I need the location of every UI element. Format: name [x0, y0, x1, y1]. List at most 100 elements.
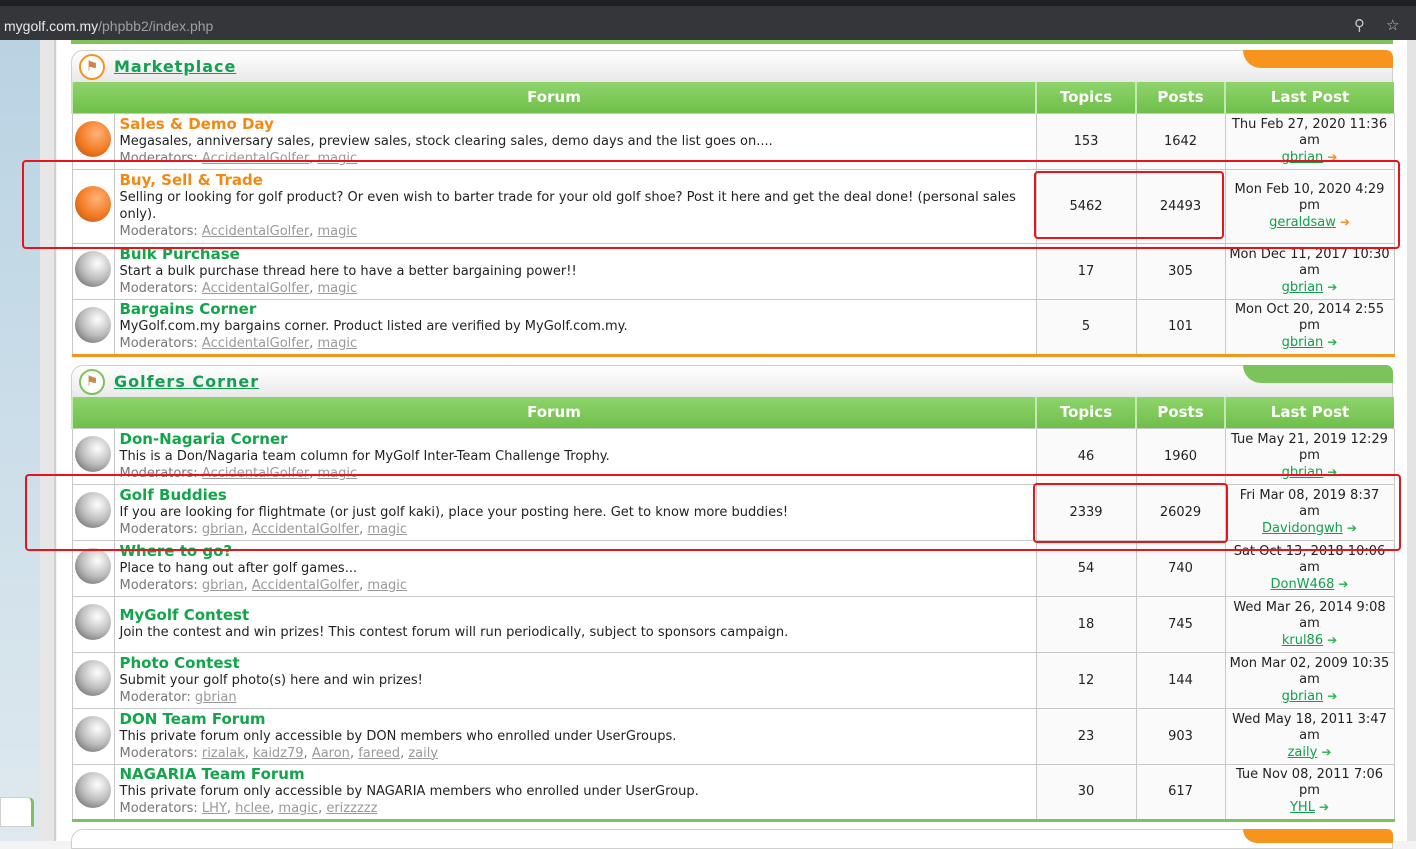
moderator-link[interactable]: magic: [317, 336, 358, 351]
gray-golf-ball-icon: [75, 660, 111, 696]
go-to-last-post-arrow-icon[interactable]: ➔: [1346, 520, 1357, 535]
moderator-link[interactable]: kaidz79: [253, 745, 304, 761]
last-post-user-link[interactable]: Davidongwh: [1262, 520, 1343, 536]
go-to-last-post-arrow-icon[interactable]: ➔: [1318, 800, 1330, 814]
forum-description: Start a bulk purchase thread here to hav…: [119, 263, 577, 279]
moderator-link[interactable]: AccidentalGolfer: [251, 521, 360, 537]
moderator-link[interactable]: AccidentalGolfer: [201, 465, 310, 481]
last-post-user-link[interactable]: geraldsaw: [1269, 214, 1336, 230]
moderator-link[interactable]: magic: [317, 465, 358, 481]
topics-count: 2339: [1035, 483, 1137, 541]
url-text[interactable]: mygolf.com.my/phpbb2/index.php: [4, 18, 214, 34]
go-to-last-post-arrow-icon[interactable]: ➔: [1339, 214, 1350, 229]
forum-status-cell: [71, 298, 115, 356]
last-post-cell: Tue Nov 08, 2011 7:06 pm YHL ➔: [1224, 763, 1395, 821]
last-post-user-link[interactable]: gbrian: [1281, 688, 1324, 704]
moderator-link[interactable]: magic: [367, 577, 408, 593]
last-post-user-link[interactable]: gbrian: [1281, 335, 1324, 350]
moderator-link[interactable]: gbrian: [194, 689, 237, 705]
category-title[interactable]: Golfers Corner: [114, 372, 260, 391]
forum-title-link[interactable]: Bargains Corner: [119, 300, 257, 318]
forum-title-link[interactable]: Bulk Purchase: [119, 244, 240, 263]
scrollbar[interactable]: [1407, 40, 1416, 841]
moderator-link[interactable]: magic: [367, 521, 408, 537]
go-to-last-post-arrow-icon[interactable]: ➔: [1327, 632, 1338, 647]
last-post-ampm: am: [1299, 503, 1320, 519]
forum-description: MyGolf.com.my bargains corner. Product l…: [119, 319, 628, 334]
go-to-last-post-arrow-icon[interactable]: ➔: [1327, 149, 1338, 164]
forum-table: Forum Topics Posts Last Post Don-Nagaria Co…: [71, 397, 1395, 822]
go-to-last-post-arrow-icon[interactable]: ➔: [1327, 688, 1338, 703]
forum-table: Forum Topics Posts Last Post Sales & Demo D…: [71, 82, 1395, 357]
moderator-link[interactable]: magic: [278, 801, 319, 816]
forum-status-cell: [71, 763, 115, 821]
topics-count: 23: [1035, 707, 1137, 765]
last-post-date: Wed May 18, 2011 3:47: [1232, 711, 1387, 727]
header-forum: Forum: [71, 82, 1036, 113]
moderator-link[interactable]: AccidentalGolfer: [201, 224, 310, 239]
moderator-link[interactable]: rizalak: [201, 745, 245, 761]
forum-info-cell: Photo Contest Submit your golf photo(s) …: [113, 651, 1037, 709]
last-post-user-link[interactable]: zaily: [1287, 744, 1318, 760]
forum-title-link[interactable]: MyGolf Contest: [119, 606, 250, 624]
gray-golf-ball-icon: [75, 771, 111, 808]
last-post-cell: Mon Feb 10, 2020 4:29 pm geraldsaw ➔: [1224, 168, 1395, 244]
go-to-last-post-arrow-icon[interactable]: ➔: [1327, 279, 1338, 294]
bookmark-star-icon[interactable]: ☆: [1386, 16, 1400, 34]
posts-count: 101: [1135, 298, 1226, 356]
go-to-last-post-arrow-icon[interactable]: ➔: [1338, 576, 1349, 591]
forum-title-link[interactable]: NAGARIA Team Forum: [119, 765, 305, 783]
annotation-box: [1034, 171, 1224, 239]
last-post-ampm: am: [1299, 559, 1320, 575]
last-post-date: Tue Nov 08, 2011 7:06: [1235, 767, 1384, 782]
moderator-link[interactable]: magic: [317, 280, 358, 296]
forum-title-link[interactable]: Golf Buddies: [119, 485, 227, 504]
forum-title-link[interactable]: Don-Nagaria Corner: [119, 429, 288, 448]
last-post-ampm: pm: [1299, 197, 1320, 213]
last-post-ampm: pm: [1299, 783, 1320, 798]
moderator-link[interactable]: AccidentalGolfer: [201, 336, 310, 351]
moderator-link[interactable]: magic: [317, 224, 358, 239]
last-post-date: Thu Feb 27, 2020 11:36: [1231, 116, 1388, 132]
zoom-icon[interactable]: ⚲: [1354, 16, 1365, 34]
go-to-last-post-arrow-icon[interactable]: ➔: [1327, 335, 1338, 349]
moderator-link[interactable]: erizzzzz: [326, 801, 378, 816]
last-post-user-link[interactable]: gbrian: [1281, 279, 1324, 295]
gray-golf-ball-icon: [75, 492, 111, 528]
moderator-link[interactable]: gbrian: [201, 577, 244, 593]
forum-title-link[interactable]: DON Team Forum: [119, 709, 266, 728]
forum-row: Bulk Purchase Start a bulk purchase thre…: [71, 242, 1395, 300]
category-title[interactable]: Marketplace: [114, 57, 237, 76]
forum-status-cell: [71, 427, 115, 485]
moderator-link[interactable]: fareed: [358, 745, 401, 761]
moderator-link[interactable]: zaily: [408, 745, 439, 761]
last-post-cell: Fri Mar 08, 2019 8:37 am Davidongwh ➔: [1224, 483, 1395, 541]
last-post-cell: Mon Mar 02, 2009 10:35 am gbrian ➔: [1224, 651, 1395, 709]
moderator-link[interactable]: gbrian: [201, 521, 244, 537]
last-post-date: Wed Mar 26, 2014 9:08: [1233, 599, 1386, 615]
moderator-link[interactable]: LHY: [201, 801, 227, 816]
posts-count: 26029: [1135, 483, 1226, 541]
moderator-link[interactable]: Aaron: [311, 745, 350, 761]
moderator-link[interactable]: AccidentalGolfer: [201, 280, 310, 296]
topics-count: 18: [1035, 595, 1137, 653]
forum-title-link[interactable]: Photo Contest: [119, 653, 240, 672]
orange-golf-ball-icon: [75, 121, 111, 157]
browser-address-bar[interactable]: mygolf.com.my/phpbb2/index.php ⚲ ☆: [0, 0, 1416, 40]
last-post-user-link[interactable]: YHL: [1289, 800, 1315, 815]
moderators: Moderator: gbrian: [119, 689, 237, 705]
last-post-user-link[interactable]: DonW468: [1270, 576, 1335, 592]
forum-row: Bargains Corner MyGolf.com.my bargains c…: [71, 298, 1395, 356]
forum-title-link[interactable]: Buy, Sell & Trade: [119, 171, 263, 189]
last-post-user-link[interactable]: krul86: [1281, 632, 1324, 648]
forum-row: Buy, Sell & Trade Selling or looking for…: [71, 168, 1395, 244]
moderators: Moderators: AccidentalGolfer, magic: [119, 336, 358, 351]
moderator-link[interactable]: AccidentalGolfer: [251, 577, 360, 593]
go-to-last-post-arrow-icon[interactable]: ➔: [1321, 744, 1332, 759]
last-post-date: Fri Mar 08, 2019 8:37: [1239, 487, 1380, 503]
moderator-link[interactable]: hclee: [235, 801, 271, 816]
go-to-last-post-arrow-icon[interactable]: ➔: [1327, 464, 1338, 479]
header-posts: Posts: [1135, 82, 1225, 113]
forum-info-cell: Bulk Purchase Start a bulk purchase thre…: [113, 242, 1037, 300]
forum-title-link[interactable]: Sales & Demo Day: [119, 114, 274, 133]
